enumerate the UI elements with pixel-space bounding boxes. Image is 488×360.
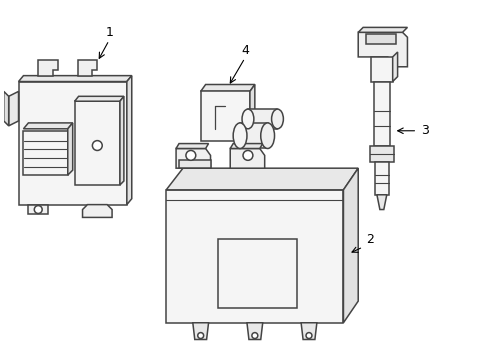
Polygon shape <box>19 82 126 204</box>
Polygon shape <box>68 123 73 175</box>
Polygon shape <box>374 162 388 195</box>
Polygon shape <box>9 91 19 126</box>
Circle shape <box>92 141 102 150</box>
Polygon shape <box>369 145 393 162</box>
Polygon shape <box>23 131 68 175</box>
Polygon shape <box>373 82 389 145</box>
Circle shape <box>305 333 311 338</box>
Circle shape <box>185 150 195 160</box>
Polygon shape <box>200 91 249 141</box>
Polygon shape <box>166 190 343 323</box>
Polygon shape <box>166 168 358 190</box>
Polygon shape <box>19 76 131 82</box>
Polygon shape <box>343 168 358 323</box>
Polygon shape <box>23 123 73 129</box>
Polygon shape <box>38 60 58 76</box>
Ellipse shape <box>260 123 274 148</box>
Polygon shape <box>247 109 277 129</box>
Polygon shape <box>176 148 210 168</box>
Polygon shape <box>366 34 395 44</box>
Ellipse shape <box>271 109 283 129</box>
Polygon shape <box>249 85 254 141</box>
Polygon shape <box>192 323 208 339</box>
Polygon shape <box>392 52 397 82</box>
Polygon shape <box>179 160 210 168</box>
Polygon shape <box>82 204 112 217</box>
Polygon shape <box>4 91 9 126</box>
Polygon shape <box>120 96 123 185</box>
Text: 2: 2 <box>366 233 373 246</box>
Circle shape <box>243 150 252 160</box>
Polygon shape <box>358 27 407 32</box>
Circle shape <box>197 333 203 338</box>
Text: 1: 1 <box>105 26 113 39</box>
Polygon shape <box>358 32 407 67</box>
Ellipse shape <box>242 109 253 129</box>
Polygon shape <box>176 144 208 148</box>
Circle shape <box>251 333 257 338</box>
Polygon shape <box>28 204 48 215</box>
Polygon shape <box>230 144 262 148</box>
Polygon shape <box>126 76 131 204</box>
Polygon shape <box>200 85 254 91</box>
Text: 3: 3 <box>420 124 428 137</box>
Polygon shape <box>78 60 97 76</box>
Ellipse shape <box>233 123 246 148</box>
Text: 4: 4 <box>241 44 248 57</box>
Polygon shape <box>240 123 267 148</box>
Polygon shape <box>246 323 262 339</box>
Polygon shape <box>230 148 264 168</box>
Polygon shape <box>370 57 392 82</box>
Polygon shape <box>376 195 386 210</box>
Circle shape <box>34 206 42 213</box>
Polygon shape <box>75 101 120 185</box>
Polygon shape <box>218 239 297 308</box>
Polygon shape <box>301 323 316 339</box>
Polygon shape <box>75 96 123 101</box>
